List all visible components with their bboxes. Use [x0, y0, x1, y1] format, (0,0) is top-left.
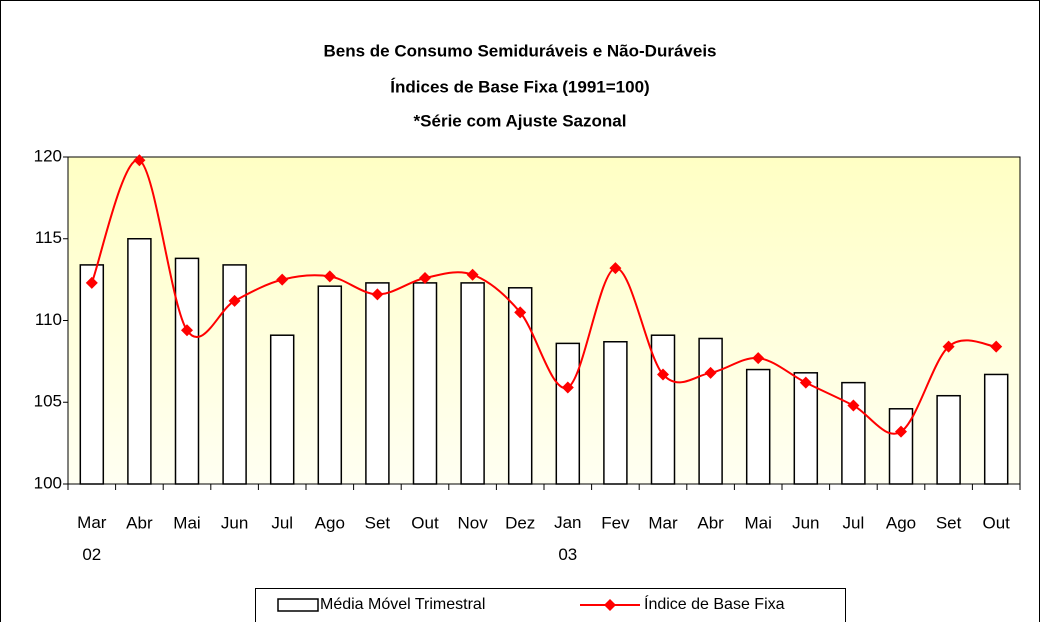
bar — [412, 282, 438, 485]
marker — [704, 366, 717, 379]
marker — [847, 399, 860, 412]
bar — [79, 264, 105, 485]
x-tick-label: Abr — [126, 513, 153, 532]
x-tick-label: Set — [365, 513, 391, 532]
y-tick-label: 115 — [35, 228, 62, 247]
marker — [561, 381, 574, 394]
x-tick-label: Jul — [843, 513, 865, 532]
marker — [133, 154, 146, 167]
line — [90, 159, 997, 435]
x-tick-label: Nov — [457, 513, 488, 532]
x-tick-label: Abr — [697, 513, 724, 532]
x-tick-label: Out — [411, 513, 439, 532]
x-tick-label: Mai — [173, 513, 200, 532]
legend — [255, 588, 846, 622]
bar — [555, 342, 581, 485]
y-tick-label: 100 — [34, 473, 62, 492]
x-tick-label: Ago — [315, 513, 345, 532]
bar — [365, 282, 390, 485]
legend-label: Índice de Base Fixa — [644, 594, 785, 613]
bar — [269, 334, 295, 485]
bar — [222, 264, 247, 485]
x-tick-label: Jan 03 — [554, 513, 581, 564]
x-tick-label: Out — [982, 513, 1010, 532]
bar — [888, 408, 914, 485]
marker — [799, 376, 812, 389]
chart-title: Bens de Consumo Semiduráveis e Não-Duráv… — [323, 41, 716, 60]
bar — [983, 373, 1009, 485]
bar — [507, 287, 533, 485]
marker — [181, 324, 193, 337]
marker — [466, 268, 479, 281]
marker — [323, 270, 336, 283]
marker — [85, 276, 98, 289]
bar — [603, 341, 628, 485]
x-tick-label: Dez — [505, 513, 535, 532]
bar — [841, 381, 866, 485]
legend-label: Média Móvel Trimestral — [320, 596, 485, 613]
marker — [514, 306, 527, 319]
legend-swatch — [604, 599, 616, 611]
legend-swatch — [277, 598, 319, 612]
marker — [752, 352, 765, 365]
bar — [745, 368, 771, 485]
x-tick-label: Set — [936, 513, 962, 532]
marker — [228, 294, 241, 307]
marker — [657, 368, 669, 381]
bar — [127, 238, 152, 485]
marker — [276, 273, 289, 286]
bar — [936, 394, 961, 485]
y-tick-label: 110 — [35, 310, 62, 329]
x-tick-label: Ago — [886, 513, 916, 532]
bar — [174, 257, 200, 485]
x-tick-label: Mar — [648, 513, 678, 532]
marker — [895, 425, 907, 438]
marker — [942, 340, 955, 353]
x-tick-label: Jun — [221, 513, 248, 532]
x-tick-label: Jul — [271, 513, 293, 532]
bar — [698, 337, 723, 485]
marker — [419, 271, 431, 284]
x-tick-label: Fev — [601, 513, 630, 532]
y-tick-label: 120 — [34, 146, 62, 165]
x-tick-label: Mai — [744, 513, 771, 532]
plot-area — [67, 156, 1021, 485]
bar — [317, 285, 343, 485]
x-tick-label: Jun — [792, 513, 819, 532]
y-tick-label: 105 — [34, 392, 62, 411]
bar — [793, 372, 819, 485]
marker — [609, 262, 622, 275]
chart-subtitle: *Série com Ajuste Sazonal — [414, 111, 627, 130]
marker — [371, 288, 384, 301]
bar — [650, 334, 676, 485]
x-tick-label: Mar 02 — [77, 513, 107, 564]
marker — [990, 340, 1003, 353]
chart-subtitle: Índices de Base Fixa (1991=100) — [390, 77, 649, 96]
bar — [460, 282, 485, 485]
